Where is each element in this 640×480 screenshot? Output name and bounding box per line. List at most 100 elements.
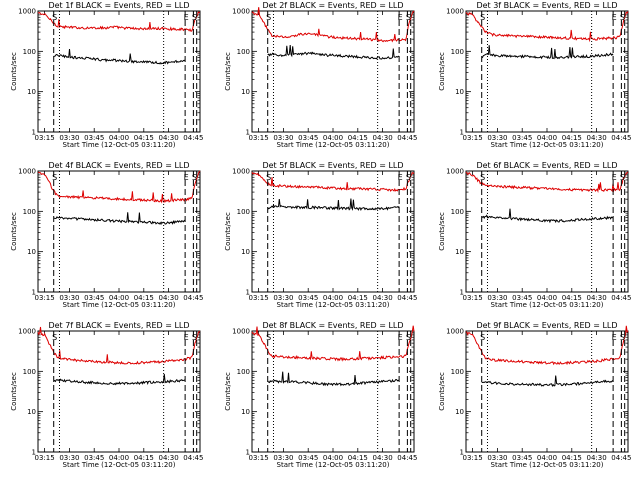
- y-tick-label: 1000: [446, 328, 464, 336]
- y-tick-label: 1000: [446, 8, 464, 16]
- x-tick-label: 04:45: [397, 294, 417, 302]
- x-tick-label: 03:15: [249, 294, 269, 302]
- x-tick-label: 03:45: [512, 134, 532, 142]
- x-tick-label: 03:15: [35, 454, 55, 462]
- x-tick-label: 03:45: [512, 454, 532, 462]
- y-tick-label: 10: [455, 88, 464, 96]
- y-tick-label: 100: [451, 368, 464, 376]
- x-tick-label: 03:15: [463, 294, 483, 302]
- time-marker-label: S: [192, 13, 197, 22]
- x-tick-label: 04:30: [158, 134, 178, 142]
- x-tick-label: 04:15: [348, 134, 368, 142]
- y-tick-label: 100: [237, 208, 250, 216]
- panel-title: Det 5f BLACK = Events, RED = LLD: [262, 161, 403, 170]
- x-tick-label: 04:45: [611, 294, 631, 302]
- x-axis-label: Start Time (12-Oct-05 03:11:20): [63, 141, 176, 149]
- time-marker-label: E: [612, 333, 617, 342]
- time-marker-label: S: [480, 333, 485, 342]
- x-tick-label: 04:45: [183, 294, 203, 302]
- y-tick-label: 1000: [18, 8, 36, 16]
- x-tick-label: 04:15: [562, 454, 582, 462]
- x-tick-label: 04:30: [586, 134, 606, 142]
- x-tick-label: 03:30: [59, 454, 79, 462]
- y-axis-label: Counts/sec: [224, 372, 232, 411]
- events-series-line: [267, 44, 400, 60]
- x-axis-label: Start Time (12-Oct-05 03:11:20): [491, 461, 604, 469]
- x-tick-label: 04:15: [562, 294, 582, 302]
- time-marker-label: E: [398, 13, 403, 22]
- x-tick-label: 03:30: [273, 454, 293, 462]
- time-marker-label: S: [406, 333, 411, 342]
- x-tick-label: 04:45: [397, 454, 417, 462]
- x-tick-label: 04:45: [183, 454, 203, 462]
- time-marker-label: E: [398, 333, 403, 342]
- x-axis-label: Start Time (12-Oct-05 03:11:20): [63, 461, 176, 469]
- x-tick-label: 04:30: [372, 454, 392, 462]
- detector-panel: Det 4f BLACK = Events, RED = LLD 1 10 100 10…: [10, 161, 203, 309]
- y-tick-label: 1000: [18, 168, 36, 176]
- panel-title: Det 6f BLACK = Events, RED = LLD: [476, 161, 617, 170]
- x-tick-label: 04:15: [348, 454, 368, 462]
- y-tick-label: 1: [32, 129, 36, 137]
- y-tick-label: 10: [241, 408, 250, 416]
- events-series-line: [481, 45, 614, 60]
- x-tick-label: 04:45: [611, 454, 631, 462]
- x-tick-label: 03:45: [298, 134, 318, 142]
- x-tick-label: 04:45: [183, 134, 203, 142]
- time-marker-label: S: [406, 173, 411, 182]
- x-tick-label: 04:00: [323, 134, 343, 142]
- x-tick-label: 03:15: [249, 454, 269, 462]
- y-axis-label: Counts/sec: [438, 212, 446, 251]
- time-marker-label: S: [52, 333, 57, 342]
- x-tick-label: 04:00: [109, 134, 129, 142]
- time-marker-label: S: [620, 13, 625, 22]
- x-tick-label: 04:15: [134, 454, 154, 462]
- x-axis-label: Start Time (12-Oct-05 03:11:20): [491, 141, 604, 149]
- x-tick-label: 03:15: [35, 294, 55, 302]
- events-series-line: [267, 198, 400, 211]
- x-tick-label: 04:00: [109, 294, 129, 302]
- x-axis-label: Start Time (12-Oct-05 03:11:20): [491, 301, 604, 309]
- x-tick-label: 04:00: [537, 454, 557, 462]
- lld-series-line: [251, 7, 415, 43]
- events-series-line: [53, 49, 186, 65]
- x-tick-label: 04:15: [348, 294, 368, 302]
- x-tick-label: 03:15: [463, 134, 483, 142]
- x-axis-label: Start Time (12-Oct-05 03:11:20): [277, 301, 390, 309]
- lld-series-line: [465, 325, 629, 366]
- lld-series-line: [465, 171, 628, 194]
- time-marker-label: S: [192, 173, 197, 182]
- y-tick-label: 10: [241, 88, 250, 96]
- detector-panel: Det 8f BLACK = Events, RED = LLD 1 10 100 10…: [224, 321, 417, 469]
- plot-frame: [251, 330, 415, 453]
- y-tick-label: 1000: [18, 328, 36, 336]
- events-series-line: [267, 371, 400, 387]
- x-tick-label: 03:15: [249, 134, 269, 142]
- x-tick-label: 04:00: [537, 134, 557, 142]
- y-tick-label: 1000: [232, 328, 250, 336]
- x-tick-label: 04:00: [537, 294, 557, 302]
- time-marker-label: E: [398, 173, 403, 182]
- detector-panel: Det 1f BLACK = Events, RED = LLD 1 10 100 10…: [10, 1, 203, 149]
- y-tick-label: 1: [32, 449, 36, 457]
- x-tick-label: 04:30: [586, 454, 606, 462]
- x-tick-label: 03:30: [487, 294, 507, 302]
- x-axis-label: Start Time (12-Oct-05 03:11:20): [277, 141, 390, 149]
- y-axis-label: Counts/sec: [438, 372, 446, 411]
- x-tick-label: 03:45: [512, 294, 532, 302]
- detector-panel: Det 7f BLACK = Events, RED = LLD 1 10 100 10…: [10, 321, 203, 469]
- events-series-line: [481, 208, 614, 224]
- x-tick-label: 03:30: [59, 134, 79, 142]
- time-marker-label: E: [612, 173, 617, 182]
- plot-frame: [251, 10, 415, 133]
- x-tick-label: 03:45: [84, 134, 104, 142]
- y-tick-label: 100: [237, 48, 250, 56]
- y-tick-label: 100: [23, 208, 36, 216]
- y-tick-label: 1000: [446, 168, 464, 176]
- y-tick-label: 10: [455, 408, 464, 416]
- time-marker-label: S: [52, 173, 57, 182]
- time-marker-label: S: [406, 13, 411, 22]
- time-marker-label: S: [480, 13, 485, 22]
- lld-series-line: [37, 11, 201, 32]
- y-tick-label: 100: [237, 368, 250, 376]
